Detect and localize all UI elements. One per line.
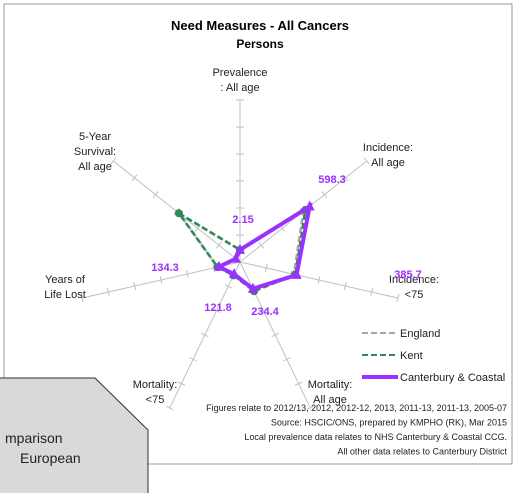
chart-title: Need Measures - All Cancers [171, 18, 349, 33]
tick-mark [133, 282, 137, 291]
marker [213, 260, 224, 271]
tick-mark [224, 284, 233, 289]
tick-mark [201, 332, 209, 338]
axis-label: <75 [146, 394, 165, 406]
marker [235, 243, 245, 254]
axis-label: Mortality: [308, 379, 353, 391]
callout [0, 377, 149, 493]
marker [291, 268, 302, 279]
axis-label: All age [78, 161, 112, 173]
tick-mark [271, 332, 279, 338]
tick-mark [264, 263, 268, 273]
tick-mark [342, 174, 349, 182]
data-label: 598.3 [318, 174, 346, 186]
data-label: 2.15 [232, 214, 253, 226]
callout-text: European [20, 450, 81, 466]
marker [174, 209, 183, 218]
marker [304, 200, 315, 211]
legend-label: England [400, 328, 440, 340]
tick-mark [110, 157, 117, 165]
tick-mark [306, 405, 315, 411]
tick-mark [258, 241, 264, 249]
tick-mark [283, 357, 291, 362]
tick-mark [396, 294, 400, 303]
footnote: Local prevalence data relates to NHS Can… [244, 432, 507, 442]
axis-label: Life Lost [44, 289, 86, 301]
axis-label: : All age [220, 82, 259, 94]
footnote: Figures relate to 2012/13, 2012, 2012-12… [206, 403, 507, 413]
data-label: 121.8 [204, 302, 232, 314]
axis-label: All age [371, 157, 405, 169]
tick-mark [185, 270, 189, 279]
footnote: Source: HSCIC/ONS, prepared by KMPHO (RK… [271, 418, 507, 428]
axis-label: Survival: [74, 146, 116, 158]
marker [230, 252, 241, 263]
tick-mark [189, 357, 197, 362]
tick-mark [343, 282, 347, 291]
callout-text: mparison [5, 430, 63, 446]
tick-mark [152, 191, 159, 199]
tick-mark [294, 381, 303, 386]
axis-label: Incidence: [363, 142, 413, 154]
legend-label: Canterbury & Coastal [400, 372, 505, 384]
axis-label: Incidence: [389, 274, 439, 286]
tick-mark [212, 308, 221, 313]
tick-mark [177, 381, 186, 386]
axis-label: 5-Year [79, 131, 111, 143]
tick-mark [321, 191, 328, 199]
data-label: 234.4 [251, 306, 279, 318]
marker [229, 268, 240, 279]
tick-mark [131, 174, 138, 182]
axis-label: <75 [405, 289, 424, 301]
tick-mark [107, 288, 110, 297]
tick-mark [80, 294, 84, 303]
tick-mark [165, 405, 174, 411]
data-label: 385.7 [394, 269, 422, 281]
tick-mark [159, 276, 163, 285]
data-label: 134.3 [151, 262, 179, 274]
tick-mark [259, 308, 268, 313]
chart-subtitle: Persons [236, 37, 284, 51]
legend-label: Kent [400, 350, 423, 362]
axis-label: Mortality: [133, 379, 178, 391]
axis-label: Years of [45, 274, 86, 286]
footnote: All other data relates to Canterbury Dis… [337, 447, 507, 457]
tick-mark [363, 157, 370, 165]
tick-mark [370, 288, 373, 297]
tick-mark [317, 276, 321, 285]
axis-label: All age [313, 394, 347, 406]
axis-label: Prevalence [212, 67, 267, 79]
marker [247, 282, 258, 293]
tick-mark [216, 241, 222, 249]
